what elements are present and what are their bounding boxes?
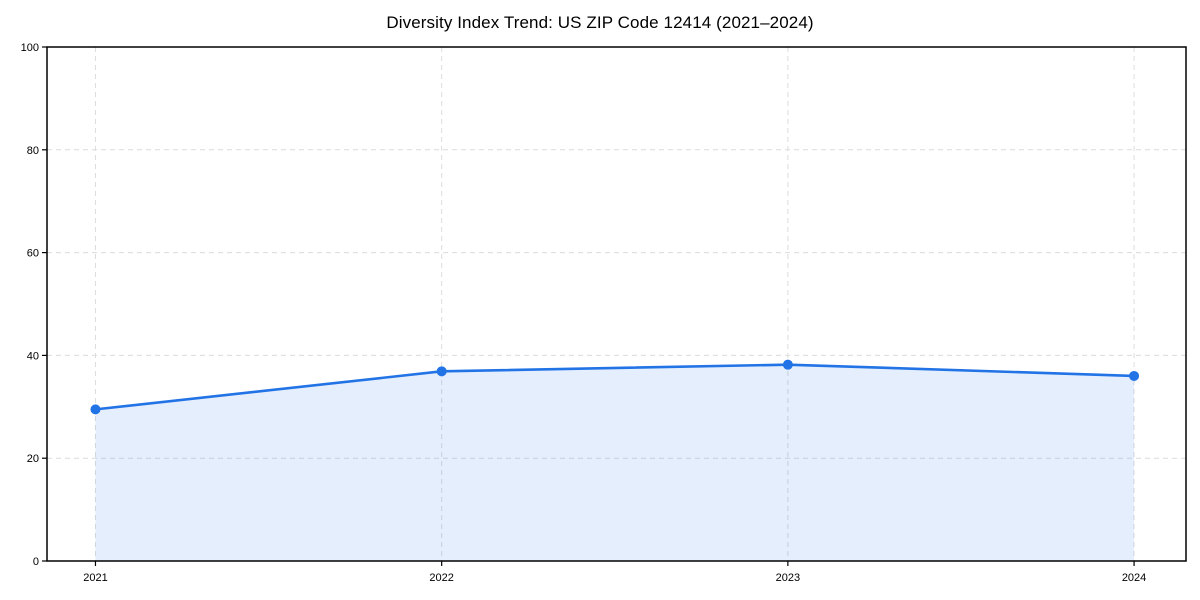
area-fill [95,364,1135,561]
y-axis-tick-label: 40 [27,350,39,362]
data-point-marker [90,404,101,415]
plot-border [46,46,1187,562]
data-point-marker [436,366,447,377]
x-axis-tick-label: 2022 [429,572,453,584]
trend-line [94,363,1136,411]
y-axis-tick-label: 100 [21,42,39,54]
y-axis-tick-label: 0 [33,556,39,568]
y-axis-tick-label: 60 [27,248,39,260]
x-axis-tick-label: 2024 [1122,572,1146,584]
x-axis-tick-label: 2023 [776,572,800,584]
y-axis-tick-label: 80 [27,145,39,157]
data-point-marker [1129,370,1140,381]
chart-title: Diversity Index Trend: US ZIP Code 12414… [386,13,814,32]
x-axis-tick-label: 2021 [83,572,107,584]
y-axis-tick-label: 20 [27,453,39,465]
data-point-marker [782,359,793,370]
